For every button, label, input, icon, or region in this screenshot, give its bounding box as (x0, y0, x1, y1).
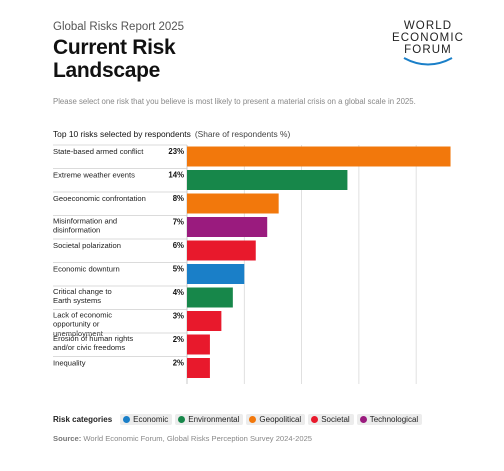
chart-heading: Top 10 risks selected by respondents (Sha… (53, 129, 290, 139)
category-label: Extreme weather events (53, 171, 135, 180)
source-text: World Economic Forum, Global Risks Perce… (83, 434, 313, 443)
logo-line-3: FORUM (404, 44, 452, 56)
value-label: 2% (173, 335, 184, 344)
legend-item-environmental: Environmental (175, 414, 244, 425)
bar (187, 264, 245, 284)
legend-label-economic: Economic (133, 415, 169, 424)
category-label: Erosion of human rights and/or civic free… (53, 334, 133, 352)
bar (187, 170, 348, 190)
category-label: Economic downturn (53, 265, 120, 274)
instruction-text: Please select one risk that you believe … (53, 97, 416, 106)
category-label: Critical change to Earth systems (53, 287, 112, 305)
category-label: Geoeconomic confrontation (53, 194, 146, 203)
chart-title: Top 10 risks selected by respondents (53, 129, 191, 139)
bar (187, 311, 222, 331)
wef-logo: WORLD ECONOMIC FORUM (388, 20, 468, 67)
value-label: 14% (168, 171, 184, 180)
legend-dot-societal (311, 416, 319, 423)
bar (187, 240, 256, 261)
value-label: 3% (173, 312, 184, 321)
value-label: 4% (173, 288, 184, 297)
logo-line-2: ECONOMIC (391, 32, 465, 44)
category-label: State-based armed conflict (53, 147, 144, 156)
value-label: 8% (173, 194, 184, 203)
category-label: Misinformation and disinformation (53, 217, 117, 235)
legend-label-societal: Societal (321, 415, 350, 424)
report-label: Global Risks Report 2025 (53, 21, 185, 33)
logo-line-1: WORLD (403, 20, 453, 32)
legend-dot-environmental (178, 416, 186, 423)
category-label: Inequality (53, 359, 86, 368)
bar (187, 217, 268, 237)
value-label: 7% (173, 218, 184, 227)
value-label: 5% (173, 265, 184, 274)
chart-legend: Risk categories Economic Environmental G… (53, 414, 425, 425)
value-label: 6% (173, 241, 184, 250)
legend-label-environmental: Environmental (188, 415, 240, 424)
page-title: Current Risk Landscape (53, 36, 176, 82)
source-note: Source: World Economic Forum, Global Ris… (53, 434, 312, 443)
bar (187, 358, 210, 378)
legend-item-economic: Economic (120, 414, 173, 425)
legend-label-geopolitical: Geopolitical (259, 415, 302, 424)
value-label: 23% (168, 147, 184, 156)
legend-title: Risk categories (53, 415, 113, 424)
bar (187, 146, 451, 167)
bar (187, 334, 210, 355)
chart-subtitle: (Share of respondents %) (194, 129, 291, 139)
category-label: Societal polarization (53, 241, 121, 250)
source-label: Source: (53, 434, 82, 443)
value-label: 2% (173, 359, 184, 368)
bar (187, 193, 279, 214)
bar (187, 287, 233, 308)
legend-item-societal: Societal (308, 414, 354, 425)
legend-dot-economic (123, 416, 131, 423)
logo-arc-icon (403, 57, 453, 66)
legend-item-geopolitical: Geopolitical (246, 414, 306, 425)
legend-dot-geopolitical (249, 416, 257, 423)
legend-label-technological: Technological (369, 415, 419, 424)
category-label: Lack of economic opportunity or unemployme… (53, 311, 112, 338)
legend-dot-technological (359, 416, 367, 423)
legend-item-technological: Technological (356, 414, 423, 425)
